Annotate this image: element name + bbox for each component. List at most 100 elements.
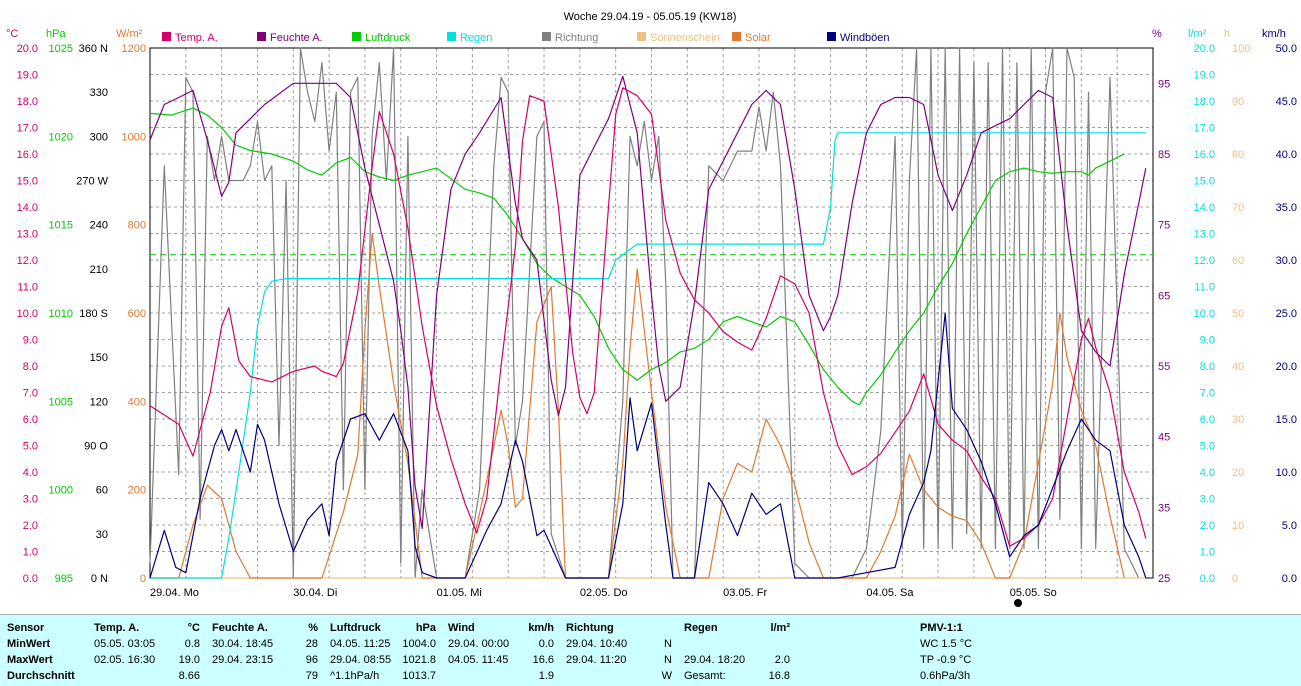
pressure-axis-tick: 995 [55,573,73,585]
stats-temp-min-val: 0.8 [184,638,200,650]
rain-axis-tick: 19.0 [1194,70,1215,82]
wind-axis-tick: 35.0 [1276,202,1297,214]
rain-axis-tick: 14.0 [1194,202,1215,214]
stats-direction-min-time: 29.04. 10:40 [566,638,628,650]
axis-unit-labels: °C hPa W/m²% l/m² h km/h [6,28,1286,40]
stats-rain-unit: l/m² [770,622,790,634]
series-line-solar [150,232,1125,579]
solar-axis-tick: 0 [140,573,146,585]
temp-axis-tick: 4.0 [23,467,38,479]
legend-label: Sonnenschein [650,32,720,44]
stats-separator [561,617,562,684]
stats-wind-min-time: 29.04. 00:00 [448,638,510,650]
x-tick-label-day: 03.05. Fr [723,587,767,599]
sunshine-axis-tick: 10 [1232,520,1244,532]
temp-axis-tick: 14.0 [17,202,38,214]
sunshine-axis-tick: 70 [1232,202,1244,214]
pressure-axis-unit: hPa [46,28,66,40]
stats-pressure-avg-val: 1013.7 [402,670,436,682]
rain-axis-tick: 3.0 [1200,494,1215,506]
x-tick-label-day: 30.04. Di [293,587,337,599]
legend-swatch [542,32,551,41]
humidity-axis-unit: % [1152,28,1162,40]
temp-axis-tick: 5.0 [23,441,38,453]
sunshine-axis-tick: 60 [1232,255,1244,267]
humidity-axis-tick: 75 [1158,220,1170,232]
rain-axis-tick: 1.0 [1200,547,1215,559]
sunshine-axis-tick: 30 [1232,414,1244,426]
direction-axis-tick: 120 [90,396,108,408]
stats-rain-max-val: 2.0 [774,654,790,666]
sunshine-axis-tick: 80 [1232,149,1244,161]
pressure-axis-tick: 1025 [49,43,73,55]
stats-wind-max-time: 04.05. 11:45 [448,654,509,666]
stats-row-max: MaxWert [7,654,53,666]
temp-axis-tick: 1.0 [23,547,38,559]
stats-temp-unit: °C [187,622,200,634]
temp-axis-tick: 17.0 [17,123,38,135]
legend-swatch [447,32,456,41]
pressure-axis-tick: 1005 [49,396,73,408]
pressure-axis-tick: 1010 [49,308,73,320]
stats-pressure-max-time: 29.04. 08:55 [330,654,392,666]
wind-axis-tick: 45.0 [1276,96,1297,108]
stats-humidity-min-val: 28 [305,638,318,650]
wind-axis-tick: 15.0 [1276,414,1297,426]
direction-axis-tick: 30 [96,529,108,541]
series-line-luftdruck [149,107,1125,406]
legend-label: Solar [745,32,771,44]
legend-swatch [352,32,361,41]
solar-axis-tick: 400 [128,396,146,408]
statistics-table: Sensor MinWert MaxWert Durchschnitt Temp… [0,614,1301,686]
stats-direction-avg-val: W [661,670,672,682]
temp-axis-tick: 2.0 [23,520,38,532]
legend-label: Windböen [840,32,890,44]
temp-axis-tick: 9.0 [23,335,38,347]
direction-axis-tick: 300 [90,131,108,143]
rain-axis-tick: 12.0 [1194,255,1215,267]
solar-axis-tick: 1000 [122,131,146,143]
wind-axis-tick: 40.0 [1276,149,1297,161]
temp-axis-tick: 6.0 [23,414,38,426]
temp-axis-tick: 0.0 [23,573,38,585]
legend: Temp. A. Feuchte A. Luftdruck Regen Richtung… [162,32,890,44]
legend-label: Feuchte A. [270,32,323,44]
stats-pressure-max-val: 1021.8 [402,654,436,666]
wind-axis-tick: 0.0 [1282,573,1297,585]
rain-axis-tick: 9.0 [1200,335,1215,347]
temp-axis-tick: 3.0 [23,494,38,506]
stats-pmv-windchill: WC 1.5 °C [920,638,973,650]
stats-separator [679,617,680,684]
temp-axis-tick: 10.0 [17,308,38,320]
x-tick-label-day: 05.05. So [1010,587,1057,599]
x-tick-label-day: 29.04. Mo [150,587,199,599]
direction-axis-tick: 270 W [76,176,108,188]
stats-temp-max-val: 19.0 [178,654,200,666]
stats-pressure-unit: hPa [415,622,436,634]
direction-axis-tick: 240 [90,220,108,232]
rain-axis-tick: 10.0 [1194,308,1215,320]
stats-pressure-trend: ^1.1hPa/h [330,670,380,682]
rain-axis-tick: 11.0 [1194,282,1215,294]
stats-row-avg: Durchschnitt [7,670,75,682]
stats-separator [797,617,798,684]
legend-swatch [162,32,171,41]
series-line-richtung [149,47,1140,579]
sunshine-axis-tick: 90 [1232,96,1244,108]
x-axis-labels: 29.04. Mo 30.04. Di 01.05. Mi 02.05. Do 03.0… [150,587,1057,599]
stats-temp-header: Temp. A. [94,622,140,634]
humidity-axis-tick: 65 [1158,290,1170,302]
rain-axis-unit: l/m² [1188,28,1207,40]
stats-separator [443,617,444,684]
wind-axis-tick: 10.0 [1276,467,1297,479]
temp-axis-tick: 12.0 [17,255,38,267]
legend-swatch [732,32,741,41]
wind-axis-tick: 30.0 [1276,255,1297,267]
wind-axis-tick: 5.0 [1282,520,1297,532]
grid-lines [150,48,1153,578]
series-line-temp-a [149,87,1147,547]
wind-axis-tick: 50.0 [1276,43,1297,55]
x-tick-label-day: 01.05. Mi [437,587,482,599]
temp-axis-tick: 20.0 [17,43,38,55]
sunshine-axis-tick: 100 [1232,43,1250,55]
